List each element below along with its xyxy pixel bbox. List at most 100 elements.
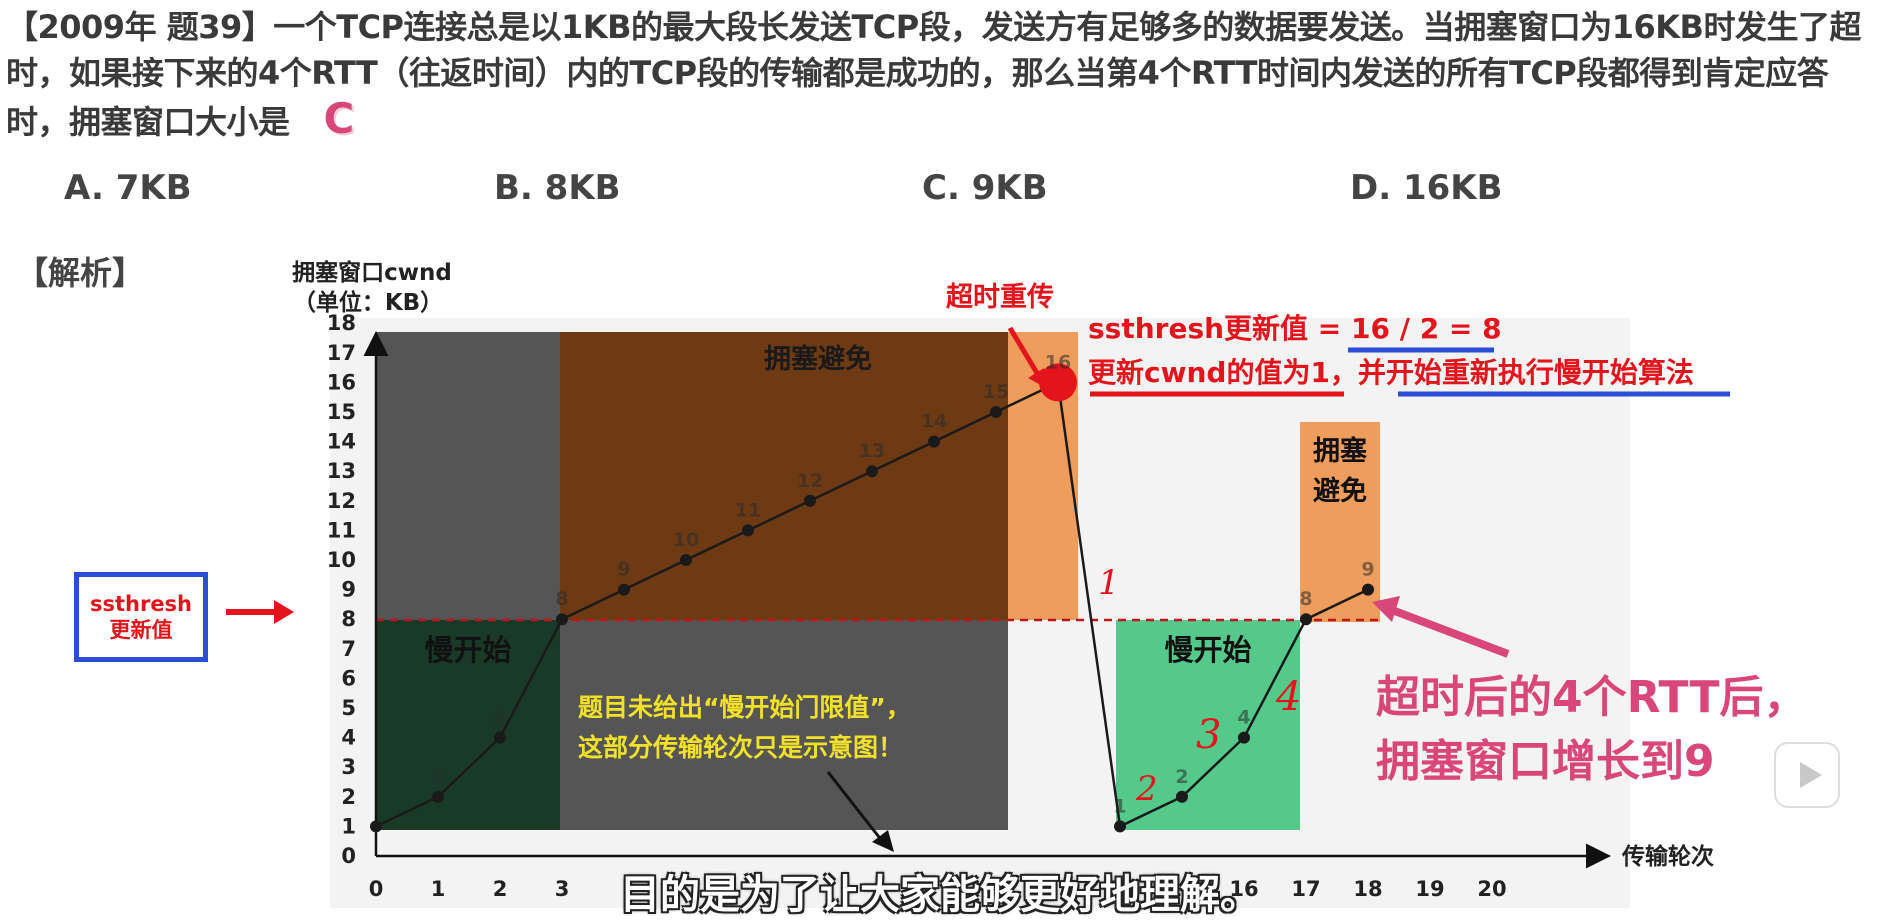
- y-tick-label: 8: [341, 607, 356, 631]
- note-arrow-icon: [826, 771, 888, 847]
- data-point: [1114, 820, 1126, 833]
- label-slow-start-2: 慢开始: [1164, 633, 1251, 667]
- handwritten-mark-3: 3: [1196, 712, 1221, 758]
- series-line-segment: [809, 470, 873, 502]
- data-point-label: 9: [1361, 559, 1374, 581]
- cwnd-reset-text: 更新cwnd的值为1，并开始重新执行慢开始算法: [1088, 356, 1694, 389]
- data-point-label: 8: [1299, 588, 1312, 610]
- x-tick-label: 0: [369, 877, 384, 901]
- x-tick-label: 15: [1167, 877, 1196, 901]
- data-point-label: 9: [617, 559, 630, 581]
- data-point: [1300, 613, 1312, 626]
- data-point: [432, 790, 444, 803]
- data-point-label: 14: [921, 411, 947, 433]
- data-point: [1362, 583, 1374, 596]
- region-slow-start-1: [376, 620, 560, 830]
- result-arrowhead-icon: [1372, 596, 1400, 622]
- result-line1: 超时后的4个RTT后，: [1376, 672, 1808, 723]
- y-tick-label: 0: [341, 844, 356, 868]
- x-tick-label: 19: [1415, 877, 1444, 901]
- result-line2: 拥塞窗口增长到9: [1376, 736, 1715, 787]
- analysis-label: 【解析】: [16, 254, 145, 292]
- ssthresh-arrow-icon: [226, 600, 294, 624]
- data-point-label: 12: [797, 470, 823, 492]
- data-point-label: 2: [1175, 766, 1188, 788]
- option-d: D. 16KB: [1350, 168, 1503, 208]
- option-c: C. 9KB: [922, 168, 1048, 208]
- note-arrowhead-icon: [872, 830, 894, 852]
- series-line-segment: [933, 410, 997, 443]
- series-line-segment: [747, 499, 811, 532]
- handwritten-mark-1: 1: [1098, 563, 1120, 603]
- region-congestion-avoidance: [560, 332, 1008, 620]
- option-a: A. 7KB: [64, 168, 192, 208]
- y-axis-title-line2: （单位：KB）: [293, 289, 443, 316]
- question-text: 【2009年 题39】一个TCP连接总是以1KB的最大段长发送TCP段，发送方有…: [6, 4, 1866, 145]
- handwritten-mark-4: 4: [1275, 674, 1301, 720]
- x-tick-label: 3: [555, 877, 570, 901]
- ssthresh-box: ssthresh 更新值: [74, 572, 208, 662]
- y-tick-label: 10: [327, 548, 356, 572]
- series-line-segment: [871, 440, 935, 473]
- data-point: [370, 820, 382, 833]
- timeout-point: [1039, 363, 1077, 402]
- y-tick-label: 3: [341, 755, 356, 779]
- data-point-label: 16: [1045, 351, 1071, 373]
- label-slow-start-1: 慢开始: [424, 633, 511, 667]
- y-tick-label: 12: [327, 489, 356, 513]
- y-tick-label: 11: [327, 518, 356, 542]
- data-point: [866, 465, 878, 478]
- handwritten-mark-2: 2: [1135, 769, 1158, 809]
- series-line-segment: [1242, 618, 1308, 739]
- yellow-note-line1: 题目未给出“慢开始门限值”，: [578, 693, 911, 722]
- data-point-label: 4: [493, 707, 506, 729]
- x-tick-label: 2: [493, 877, 508, 901]
- region-gray-upper: [376, 332, 560, 620]
- data-point-label: 15: [983, 381, 1009, 403]
- data-point: [804, 494, 816, 507]
- answer-mark: C: [323, 94, 355, 143]
- y-tick-label: 5: [341, 696, 356, 720]
- series-line-segment: [685, 529, 749, 562]
- data-point: [1238, 731, 1250, 744]
- timeout-arrowhead-icon: [1028, 368, 1046, 388]
- video-subtitle: 目的是为了让大家能够更好地理解。: [620, 872, 1260, 918]
- y-tick-label: 1: [341, 814, 356, 838]
- ssthresh-update-text: ssthresh更新值 = 16 / 2 = 8: [1088, 312, 1502, 345]
- data-point-label: 8: [555, 588, 568, 610]
- x-tick-label: 14: [1105, 877, 1134, 901]
- y-tick-label: 2: [341, 785, 356, 809]
- x-tick-label: 17: [1291, 877, 1320, 901]
- y-tick-label: 14: [327, 430, 356, 454]
- y-tick-label: 6: [341, 666, 356, 690]
- data-point-label: 2: [431, 766, 444, 788]
- data-point: [990, 406, 1002, 418]
- series-line-segment: [623, 558, 687, 591]
- ssthresh-box-line1: ssthresh: [89, 592, 193, 616]
- option-b: B. 8KB: [494, 168, 621, 208]
- data-point-label: 13: [859, 440, 885, 462]
- yellow-note-line2: 这部分传输轮次只是示意图！: [578, 733, 903, 762]
- x-tick-label: 16: [1229, 877, 1258, 901]
- data-point: [928, 435, 940, 448]
- x-tick-label: 20: [1477, 877, 1506, 901]
- series-line-segment: [561, 588, 625, 621]
- series-line-segment: [498, 618, 564, 739]
- series-line-segment: [437, 736, 501, 798]
- play-icon[interactable]: [1774, 742, 1840, 808]
- data-point: [494, 731, 506, 744]
- x-axis-title: 传输轮次: [1621, 843, 1714, 870]
- series-line-segment: [1305, 588, 1369, 621]
- series-line-segment: [375, 795, 439, 828]
- y-tick-label: 13: [327, 459, 356, 483]
- y-tick-label: 16: [327, 370, 356, 394]
- data-point: [556, 613, 568, 626]
- y-tick-label: 17: [327, 341, 356, 365]
- data-point: [618, 583, 630, 596]
- y-tick-label: 4: [341, 726, 356, 750]
- label-congestion-avoidance-2-line2: 避免: [1313, 475, 1367, 507]
- x-tick-label: 1: [431, 877, 446, 901]
- y-tick-label: 9: [341, 578, 356, 602]
- data-point: [680, 554, 692, 566]
